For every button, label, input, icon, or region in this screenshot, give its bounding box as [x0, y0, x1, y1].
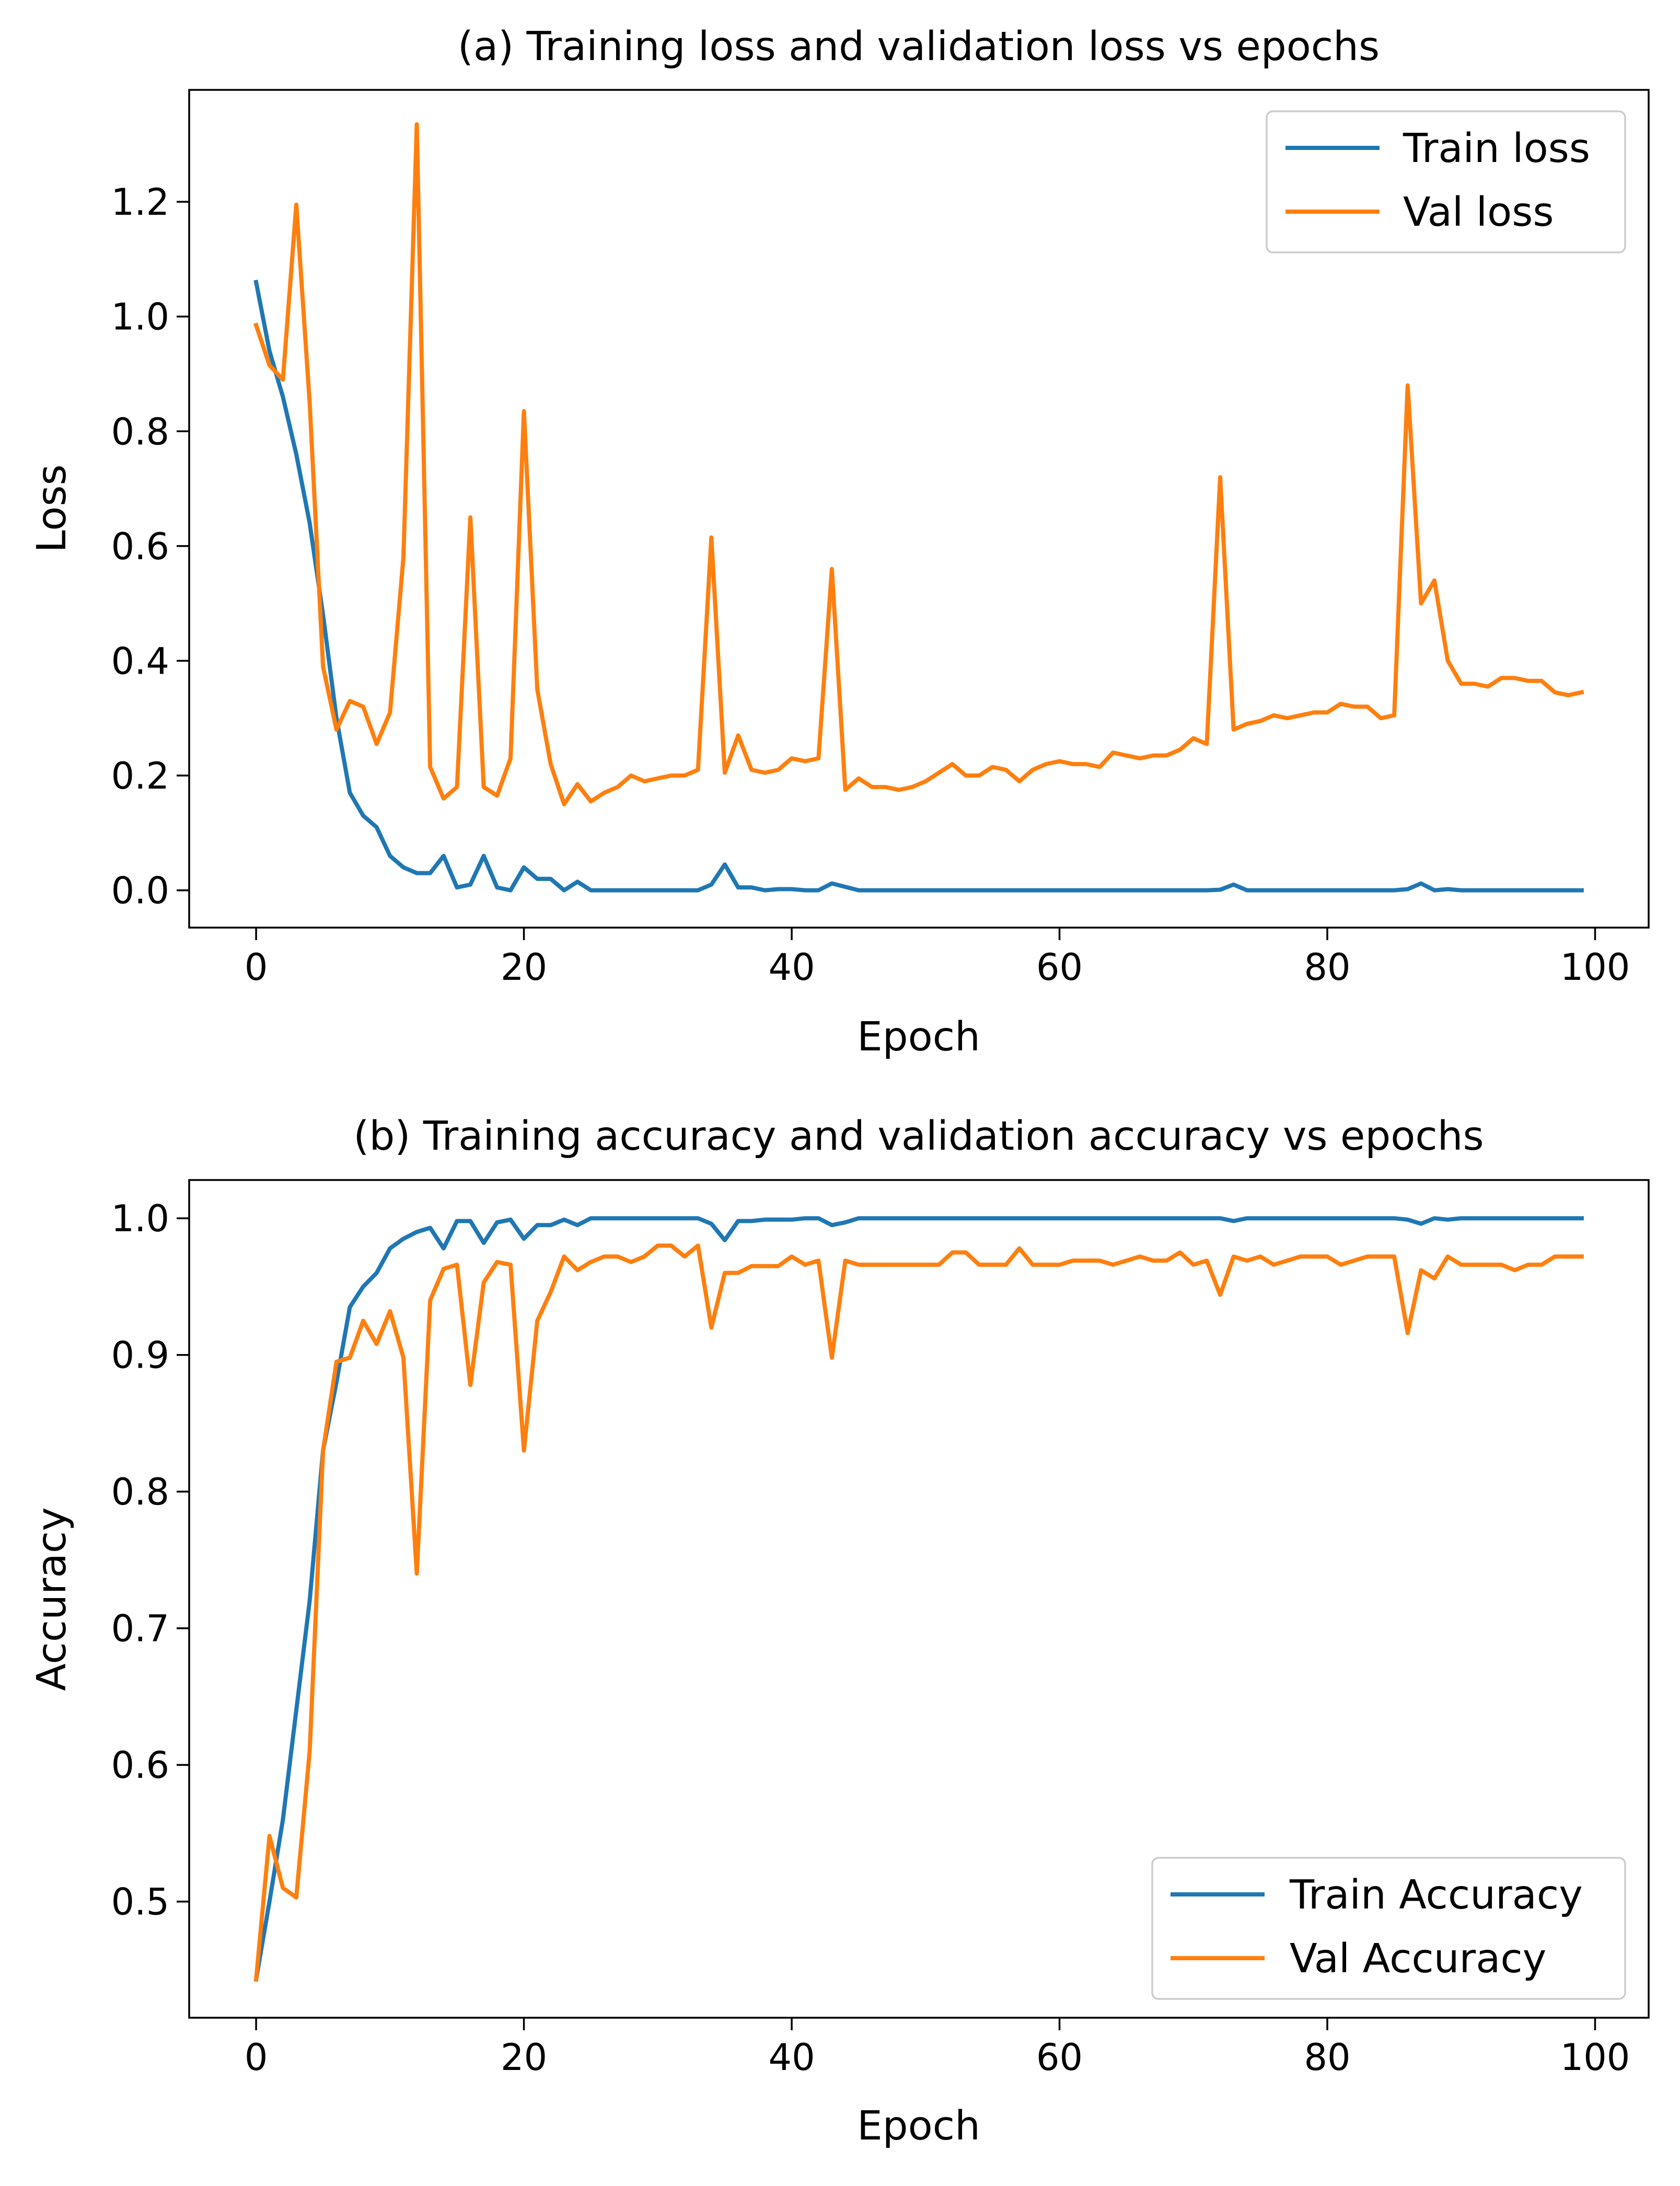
y-tick-label: 1.2 [111, 181, 169, 224]
accuracy-chart-frame [188, 1179, 1650, 2019]
y-tick-label: 0.6 [111, 525, 169, 568]
accuracy-chart-y-ticks: 0.5 0.6 0.7 0.8 0.9 1.0 [111, 1197, 189, 1924]
y-tick-label: 0.7 [111, 1607, 169, 1650]
series-line-val-accuracy [253, 1243, 1584, 1982]
y-tick-label: 0.4 [111, 640, 169, 683]
y-tick-label: 0.5 [111, 1881, 169, 1924]
x-tick-label: 100 [1560, 2036, 1630, 2079]
accuracy-chart-lines [253, 1216, 1584, 1982]
legend-box [1151, 1857, 1626, 2000]
x-tick-label: 20 [501, 2036, 547, 2079]
x-tick-label: 80 [1304, 2036, 1350, 2079]
y-tick-label: 0.9 [111, 1334, 169, 1377]
y-tick-label: 1.0 [111, 1197, 169, 1240]
legend-label-val-accuracy: Val Accuracy [1290, 1936, 1546, 1982]
accuracy-chart-legend: Train Accuracy Val Accuracy [1151, 1857, 1626, 2000]
x-tick-label: 40 [769, 2036, 815, 2079]
accuracy-chart-x-ticks: 0 20 40 60 80 100 [245, 2018, 1630, 2079]
loss-chart-y-ticks: 0.0 0.2 0.4 0.6 0.8 1.0 1.2 [111, 181, 189, 912]
x-tick-label: 100 [1560, 946, 1630, 989]
series-line-train-accuracy [253, 1216, 1584, 1982]
loss-chart-legend: Train loss Val loss [1266, 110, 1626, 253]
legend-label-val-loss: Val loss [1403, 189, 1554, 236]
accuracy-chart-y-axis-label: Accuracy [29, 1507, 75, 1691]
y-tick-label: 0.8 [111, 410, 169, 453]
x-tick-label: 20 [501, 946, 547, 989]
loss-chart: (a) Training loss and validation loss vs… [29, 24, 1650, 1060]
y-tick-label: 1.0 [111, 296, 169, 339]
x-tick-label: 0 [245, 946, 268, 989]
x-tick-label: 0 [245, 2036, 268, 2079]
x-tick-label: 60 [1036, 946, 1083, 989]
x-tick-label: 40 [769, 946, 815, 989]
series-line-val-loss [253, 122, 1584, 806]
y-tick-label: 0.6 [111, 1744, 169, 1787]
legend-label-train-accuracy: Train Accuracy [1289, 1872, 1583, 1918]
series-line-train-loss [253, 280, 1584, 893]
accuracy-chart: (b) Training accuracy and validation acc… [29, 1113, 1650, 2149]
loss-chart-y-axis-label: Loss [29, 465, 75, 553]
y-tick-label: 0.2 [111, 755, 169, 797]
loss-chart-lines [253, 122, 1584, 893]
y-tick-label: 0.8 [111, 1471, 169, 1513]
legend-label-train-loss: Train loss [1403, 125, 1590, 172]
loss-chart-x-axis-label: Epoch [857, 1014, 980, 1060]
x-tick-label: 80 [1304, 946, 1350, 989]
loss-chart-x-ticks: 0 20 40 60 80 100 [245, 928, 1630, 989]
loss-chart-title: (a) Training loss and validation loss vs… [458, 24, 1380, 70]
accuracy-chart-x-axis-label: Epoch [857, 2103, 980, 2149]
y-tick-label: 0.0 [111, 870, 169, 912]
loss-chart-frame [188, 89, 1650, 929]
accuracy-chart-title: (b) Training accuracy and validation acc… [353, 1113, 1484, 1160]
x-tick-label: 60 [1036, 2036, 1083, 2079]
